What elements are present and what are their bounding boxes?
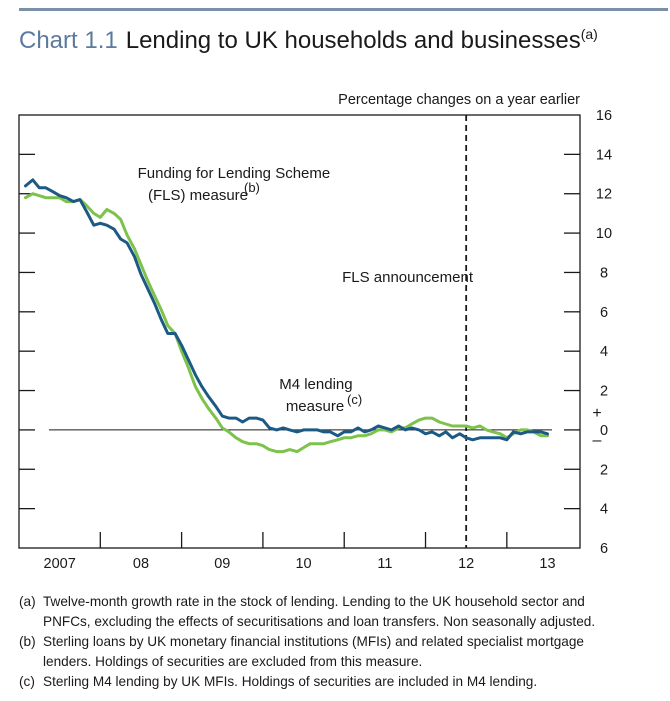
m4-series-note: (c) (347, 392, 362, 407)
x-tick-label: 10 (295, 556, 311, 572)
footnote-text: Sterling loans by UK monetary financial … (43, 634, 584, 649)
chart-title-text: Lending to UK households and businesses (125, 27, 581, 54)
line-chart: Percentage changes on a year earlier 161… (18, 92, 613, 572)
m4-series-label: M4 lending measure (279, 376, 357, 415)
fls-label-line2: (FLS) measure (148, 187, 248, 204)
chart-number: Chart 1.1 (19, 27, 118, 54)
y-tick-label: 6 (600, 305, 608, 321)
x-tick-label: 08 (133, 556, 149, 572)
footnote-label: (b) (19, 634, 36, 649)
y-tick-label: 2 (600, 384, 608, 400)
top-rule (19, 8, 668, 11)
axis-ticks (19, 153, 580, 548)
y-tick-label: 6 (600, 541, 608, 557)
fls-announcement-label: FLS announcement (342, 269, 474, 286)
fls-label-line1: Funding for Lending Scheme (138, 165, 331, 182)
series-layer (24, 178, 549, 454)
fls-series-note: (b) (244, 180, 260, 195)
footnote-text: PNFCs, excluding the effects of securiti… (43, 614, 596, 629)
x-tick-label: 11 (377, 556, 392, 572)
axis-labels: 16 14 12 10 8 6 4 2 0 2 4 6 + – 2007 08 09 10 11 12 13 (44, 108, 613, 572)
fls-series-label: Funding for Lending Scheme (FLS) measure (138, 165, 335, 204)
title-note: (a) (580, 26, 598, 42)
footnote-c: (c) Sterling M4 lending by UK MFIs. Hold… (19, 672, 667, 692)
y-axis-label: Percentage changes on a year earlier (338, 92, 580, 108)
y-tick-label: 12 (596, 187, 612, 203)
m4-label-line2: measure (286, 398, 344, 415)
y-tick-label: 8 (600, 265, 608, 281)
y-tick-label: 16 (596, 108, 612, 124)
x-tick-label: 13 (539, 556, 555, 572)
y-tick-label: 10 (596, 226, 612, 242)
y-tick-label: 4 (600, 344, 608, 360)
y-tick-label: 4 (600, 502, 608, 518)
m4-label-line1: M4 lending (279, 376, 352, 393)
x-tick-label: 2007 (44, 556, 76, 572)
footnote-text: lenders. Holdings of securities are excl… (43, 654, 423, 669)
footnote-label: (c) (19, 674, 35, 689)
y-tick-label: 2 (600, 462, 608, 478)
y-tick-label: 14 (596, 147, 612, 163)
footnote-label: (a) (19, 594, 36, 609)
footnote-b: (b) Sterling loans by UK monetary financ… (19, 632, 667, 672)
footnote-text: Sterling M4 lending by UK MFIs. Holdings… (43, 674, 538, 689)
fls-series-line (24, 192, 549, 454)
footnotes: (a) Twelve-month growth rate in the stoc… (19, 592, 667, 692)
y-tick-label: 0 (600, 423, 608, 439)
m4-series-line (24, 178, 549, 442)
footnote-a: (a) Twelve-month growth rate in the stoc… (19, 592, 667, 632)
chart-title: Chart 1.1 Lending to UK households and bu… (19, 26, 598, 55)
x-tick-label: 12 (458, 556, 474, 572)
y-minus-sign: – (593, 432, 602, 449)
x-tick-label: 09 (214, 556, 230, 572)
footnote-text: Twelve-month growth rate in the stock of… (43, 594, 585, 609)
y-plus-sign: + (592, 405, 601, 422)
plot-frame (18, 114, 581, 549)
